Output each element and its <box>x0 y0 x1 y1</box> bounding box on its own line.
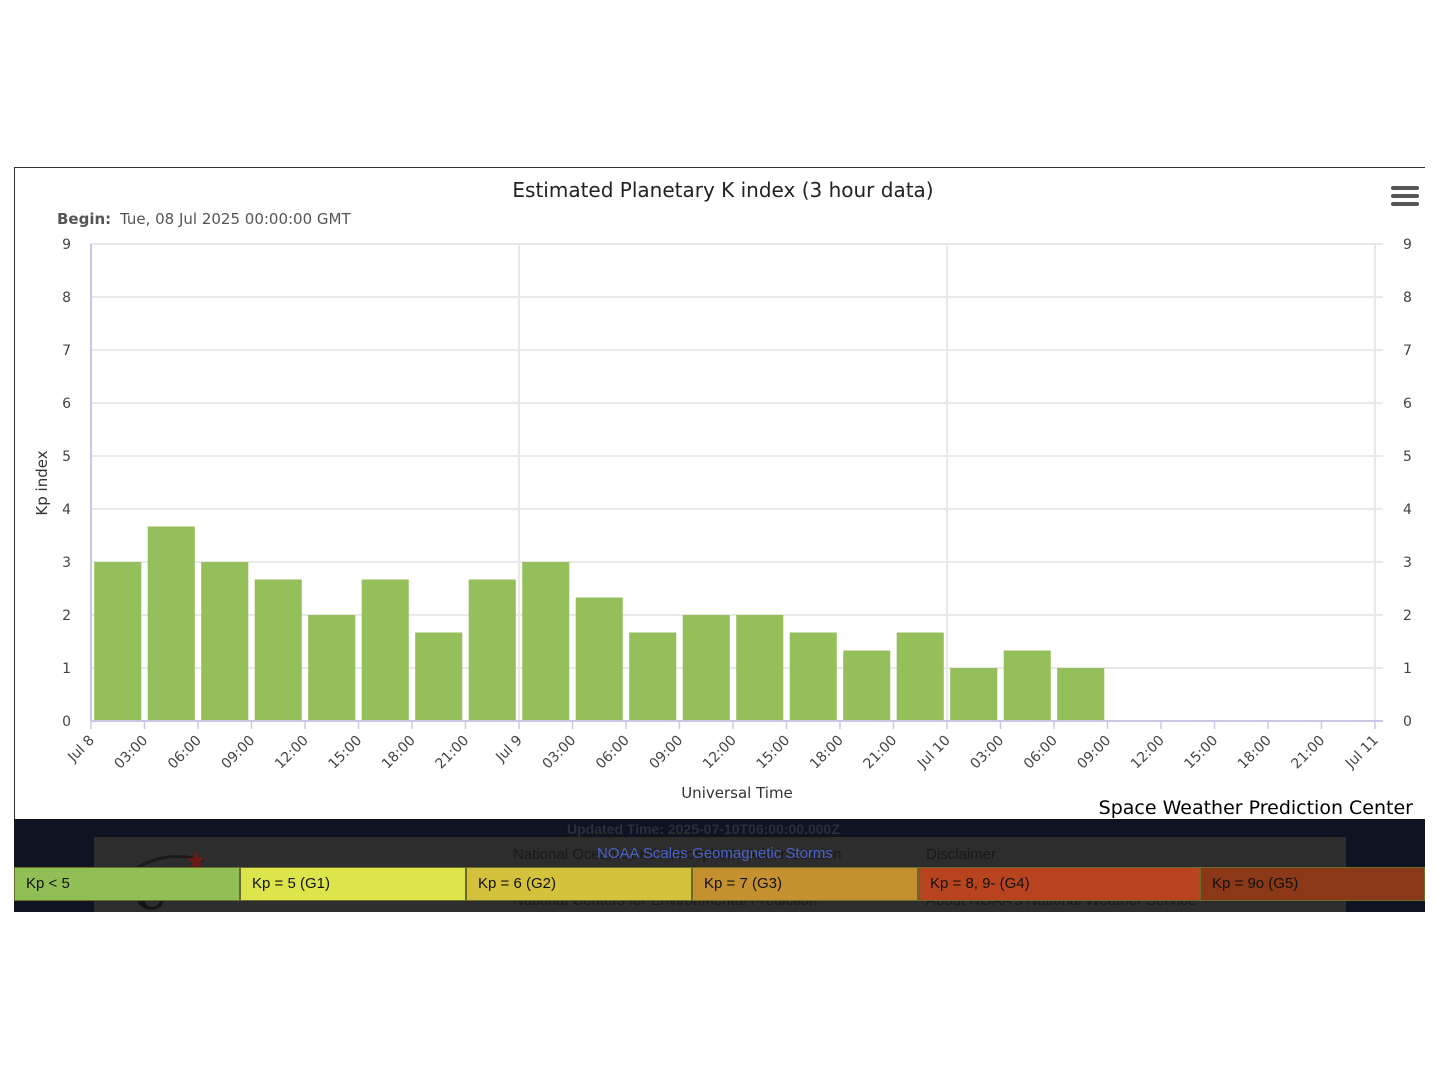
x-tick-label: 06:00 <box>1021 733 1061 773</box>
scale-segment: Kp = 9o (G5) <box>1200 867 1425 901</box>
subtitle-value: Tue, 08 Jul 2025 00:00:00 GMT <box>119 210 352 228</box>
kp-bar[interactable] <box>1057 668 1105 721</box>
kp-bar[interactable] <box>201 562 249 721</box>
y-tick-label-right: 5 <box>1403 449 1412 465</box>
y-tick-label-right: 7 <box>1403 343 1412 359</box>
kp-bar[interactable] <box>682 615 730 721</box>
x-tick-label: 03:00 <box>539 733 579 773</box>
y-tick-label: 9 <box>62 237 71 253</box>
kp-bar[interactable] <box>896 632 944 721</box>
geomagnetic-scale-legend: Kp < 5 Kp = 5 (G1) Kp = 6 (G2) Kp = 7 (G3) K… <box>14 867 1425 901</box>
y-tick-label-right: 3 <box>1403 555 1412 571</box>
kp-chart: Estimated Planetary K index (3 hour data… <box>33 178 1412 802</box>
x-tick-label: 09:00 <box>1074 733 1114 773</box>
y-tick-label: 4 <box>62 502 71 518</box>
y-tick-label-right: 1 <box>1403 661 1412 677</box>
hamburger-menu-icon <box>1391 202 1419 206</box>
x-tick-label: 03:00 <box>967 733 1007 773</box>
kp-bar[interactable] <box>254 579 302 721</box>
x-tick-label: 21:00 <box>432 733 472 773</box>
x-tick-label: 18:00 <box>379 733 419 773</box>
kp-bar[interactable] <box>1003 650 1051 721</box>
credit-text: Space Weather Prediction Center <box>1098 797 1413 819</box>
updated-time: Updated Time: 2025-07-10T06:00:00.000Z <box>567 821 840 837</box>
x-tick-label: 15:00 <box>753 733 793 773</box>
y-tick-label: 3 <box>62 555 71 571</box>
bars <box>94 526 1105 721</box>
x-axis-label: Universal Time <box>681 784 793 802</box>
x-tick-label: Jul 9 <box>492 733 525 766</box>
footer-disclaimer-link[interactable]: Disclaimer <box>926 846 997 863</box>
y-tick-label-right: 4 <box>1403 502 1412 518</box>
kp-bar[interactable] <box>575 597 623 721</box>
x-tick-label: 18:00 <box>807 733 847 773</box>
x-tick-label: Jul 10 <box>914 733 954 773</box>
x-tick-label: 15:00 <box>1181 733 1221 773</box>
y-tick-label-right: 9 <box>1403 237 1412 253</box>
subtitle-label: Begin: <box>57 210 111 228</box>
noaa-scales-link[interactable]: NOAA Scales Geomagnetic Storms <box>597 845 833 862</box>
footer-org-link[interactable]: National Oceanic and Atmospheric Adminis… <box>513 846 842 863</box>
hamburger-menu-icon <box>1391 194 1419 198</box>
x-tick-label: 06:00 <box>593 733 633 773</box>
chart-subtitle: Begin: Tue, 08 Jul 2025 00:00:00 GMT <box>57 210 351 228</box>
y-tick-label: 0 <box>62 714 71 730</box>
y-tick-label: 2 <box>62 608 71 624</box>
scale-segment: Kp < 5 <box>14 867 240 901</box>
scale-segment: Kp = 5 (G1) <box>240 867 466 901</box>
y-tick-label: 6 <box>62 396 71 412</box>
y-tick-label: 7 <box>62 343 71 359</box>
y-tick-label-right: 0 <box>1403 714 1412 730</box>
kp-bar[interactable] <box>789 632 837 721</box>
x-tick-label: 18:00 <box>1235 733 1275 773</box>
x-tick-label: 15:00 <box>325 733 365 773</box>
kp-bar[interactable] <box>950 668 998 721</box>
y-tick-label: 5 <box>62 449 71 465</box>
kp-bar[interactable] <box>629 632 677 721</box>
y-tick-label: 1 <box>62 661 71 677</box>
chart-title: Estimated Planetary K index (3 hour data… <box>512 178 933 202</box>
y-tick-label-right: 6 <box>1403 396 1412 412</box>
y-tick-label-right: 8 <box>1403 290 1412 306</box>
x-tick-label: 12:00 <box>272 733 312 773</box>
kp-bar[interactable] <box>415 632 463 721</box>
scale-segment: Kp = 8, 9- (G4) <box>918 867 1200 901</box>
kp-bar[interactable] <box>308 615 356 721</box>
chart-menu-button[interactable] <box>1391 186 1419 208</box>
chart-container: Estimated Planetary K index (3 hour data… <box>14 167 1425 819</box>
kp-bar[interactable] <box>361 579 409 721</box>
kp-bar[interactable] <box>736 615 784 721</box>
x-tick-label: 09:00 <box>218 733 258 773</box>
kp-bar[interactable] <box>843 650 891 721</box>
x-tick-label: Jul 8 <box>64 733 97 766</box>
x-tick-label: Jul 11 <box>1342 733 1382 773</box>
x-tick-label: 03:00 <box>111 733 151 773</box>
x-tick-label: 09:00 <box>646 733 686 773</box>
y-tick-label-right: 2 <box>1403 608 1412 624</box>
kp-bar[interactable] <box>468 579 516 721</box>
x-tick-label: 12:00 <box>700 733 740 773</box>
scale-segment: Kp = 6 (G2) <box>466 867 692 901</box>
x-tick-label: 21:00 <box>860 733 900 773</box>
y-axis-label: Kp index <box>33 450 51 515</box>
kp-bar[interactable] <box>94 562 142 721</box>
y-tick-label: 8 <box>62 290 71 306</box>
scale-segment: Kp = 7 (G3) <box>692 867 918 901</box>
kp-bar[interactable] <box>147 526 195 721</box>
kp-bar[interactable] <box>522 562 570 721</box>
x-tick-label: 12:00 <box>1128 733 1168 773</box>
x-tick-label: 06:00 <box>165 733 205 773</box>
x-tick-label: 21:00 <box>1288 733 1328 773</box>
hamburger-menu-icon <box>1391 186 1419 190</box>
